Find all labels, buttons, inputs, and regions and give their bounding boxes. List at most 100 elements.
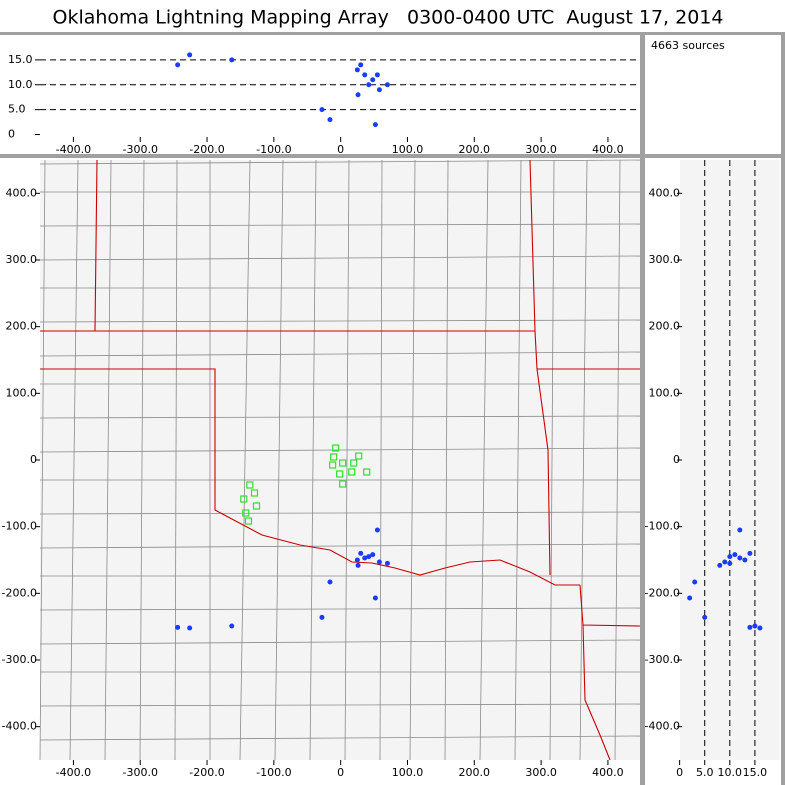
county-line xyxy=(239,159,251,761)
x-tick-label: 300.0 xyxy=(525,766,557,779)
county-line xyxy=(39,607,641,611)
county-line xyxy=(39,735,641,741)
source-side xyxy=(687,595,693,601)
x-tick-label: 400.0 xyxy=(592,143,624,156)
x-tick-label: -100.0 xyxy=(256,766,291,779)
y-tick-label: 100.0 xyxy=(649,386,681,399)
x-tick-label: 10.0 xyxy=(718,766,743,779)
y-tick-label: 100.0 xyxy=(6,386,38,399)
y-tick-label: -200.0 xyxy=(645,586,680,599)
source-side xyxy=(692,579,698,585)
x-tick-label: 200.0 xyxy=(459,766,491,779)
source-profile xyxy=(372,122,378,128)
county-line xyxy=(174,159,178,761)
x-tick-label: -300.0 xyxy=(122,766,157,779)
x-tick-label: 15.0 xyxy=(743,766,768,779)
x-tick-label: 200.0 xyxy=(459,143,491,156)
source-side xyxy=(752,623,758,629)
station xyxy=(252,502,261,510)
county-line xyxy=(409,159,416,761)
x-tick-label: -100.0 xyxy=(256,143,291,156)
county-line xyxy=(39,223,641,227)
x-tick-label: 100.0 xyxy=(392,766,424,779)
y-tick-label: -300.0 xyxy=(645,653,680,666)
y-tick-label: 200.0 xyxy=(6,320,38,333)
source-plan xyxy=(384,560,390,566)
source-side xyxy=(722,559,728,565)
station xyxy=(332,444,340,452)
county-line xyxy=(39,511,641,515)
source-side xyxy=(737,555,743,561)
source-profile xyxy=(370,77,376,83)
station xyxy=(336,470,344,478)
station xyxy=(246,481,254,489)
county-line xyxy=(39,447,641,453)
profile-panel xyxy=(0,35,640,154)
chart-title: Oklahoma Lightning Mapping Array 0300-04… xyxy=(53,7,724,29)
station xyxy=(242,509,250,517)
station xyxy=(339,459,347,467)
y-tick-label: -400.0 xyxy=(2,720,37,733)
source-side xyxy=(747,624,753,630)
x-tick-label: 400.0 xyxy=(592,766,624,779)
county-line xyxy=(309,159,317,761)
source-side xyxy=(727,560,733,566)
state-boundary xyxy=(40,159,641,761)
county-line xyxy=(514,159,522,761)
y-tick-label: 400.0 xyxy=(6,186,38,199)
source-side xyxy=(702,614,708,620)
county-line xyxy=(39,351,641,357)
source-profile xyxy=(366,82,372,88)
x-tick-label: 0 xyxy=(337,143,344,156)
y-tick-label: -200.0 xyxy=(2,586,37,599)
y-tick-label: -100.0 xyxy=(645,520,680,533)
source-profile xyxy=(374,72,380,78)
x-tick-label: 0 xyxy=(337,766,344,779)
county-line xyxy=(39,159,641,165)
source-side xyxy=(742,557,748,563)
source-plan xyxy=(362,555,368,561)
source-count: 4663 sources xyxy=(651,39,725,52)
y-tick-label: 400.0 xyxy=(649,186,681,199)
state-lines xyxy=(40,159,641,761)
station xyxy=(363,468,371,476)
station xyxy=(339,480,347,488)
source-side xyxy=(727,554,733,560)
source-plan xyxy=(187,625,193,631)
x-tick-label: -300.0 xyxy=(122,143,157,156)
y-tick-label: 15.0 xyxy=(8,53,33,66)
station xyxy=(348,468,356,476)
x-tick-label: 100.0 xyxy=(392,143,424,156)
county-line xyxy=(104,159,112,761)
y-tick-label: 300.0 xyxy=(649,253,681,266)
county-lines xyxy=(39,159,641,761)
x-tick-label: 300.0 xyxy=(525,143,557,156)
source-profile xyxy=(384,82,390,88)
source-plan xyxy=(319,614,325,620)
source-profile xyxy=(354,67,360,73)
y-tick-label: -400.0 xyxy=(645,720,680,733)
y-tick-label: 0 xyxy=(30,453,37,466)
source-profile xyxy=(376,87,382,93)
y-tick-label: 0 xyxy=(673,453,680,466)
station xyxy=(350,459,358,467)
y-tick-label: 200.0 xyxy=(649,320,681,333)
county-line xyxy=(479,159,489,761)
source-plan xyxy=(355,562,361,568)
source-side xyxy=(717,562,723,568)
x-tick-label: 5.0 xyxy=(696,766,714,779)
y-tick-label: 300.0 xyxy=(6,253,38,266)
county-line xyxy=(444,159,449,761)
stats-panel xyxy=(645,35,781,154)
source-profile xyxy=(358,62,364,68)
x-tick-label: -200.0 xyxy=(189,143,224,156)
y-tick-label: 5.0 xyxy=(8,103,26,116)
station xyxy=(355,452,363,460)
source-side xyxy=(747,550,753,556)
x-tick-label: -400.0 xyxy=(56,143,91,156)
x-tick-label: -400.0 xyxy=(56,766,91,779)
source-plan xyxy=(374,527,380,533)
source-plan xyxy=(376,559,382,565)
station xyxy=(240,495,248,503)
county-line xyxy=(39,703,641,707)
